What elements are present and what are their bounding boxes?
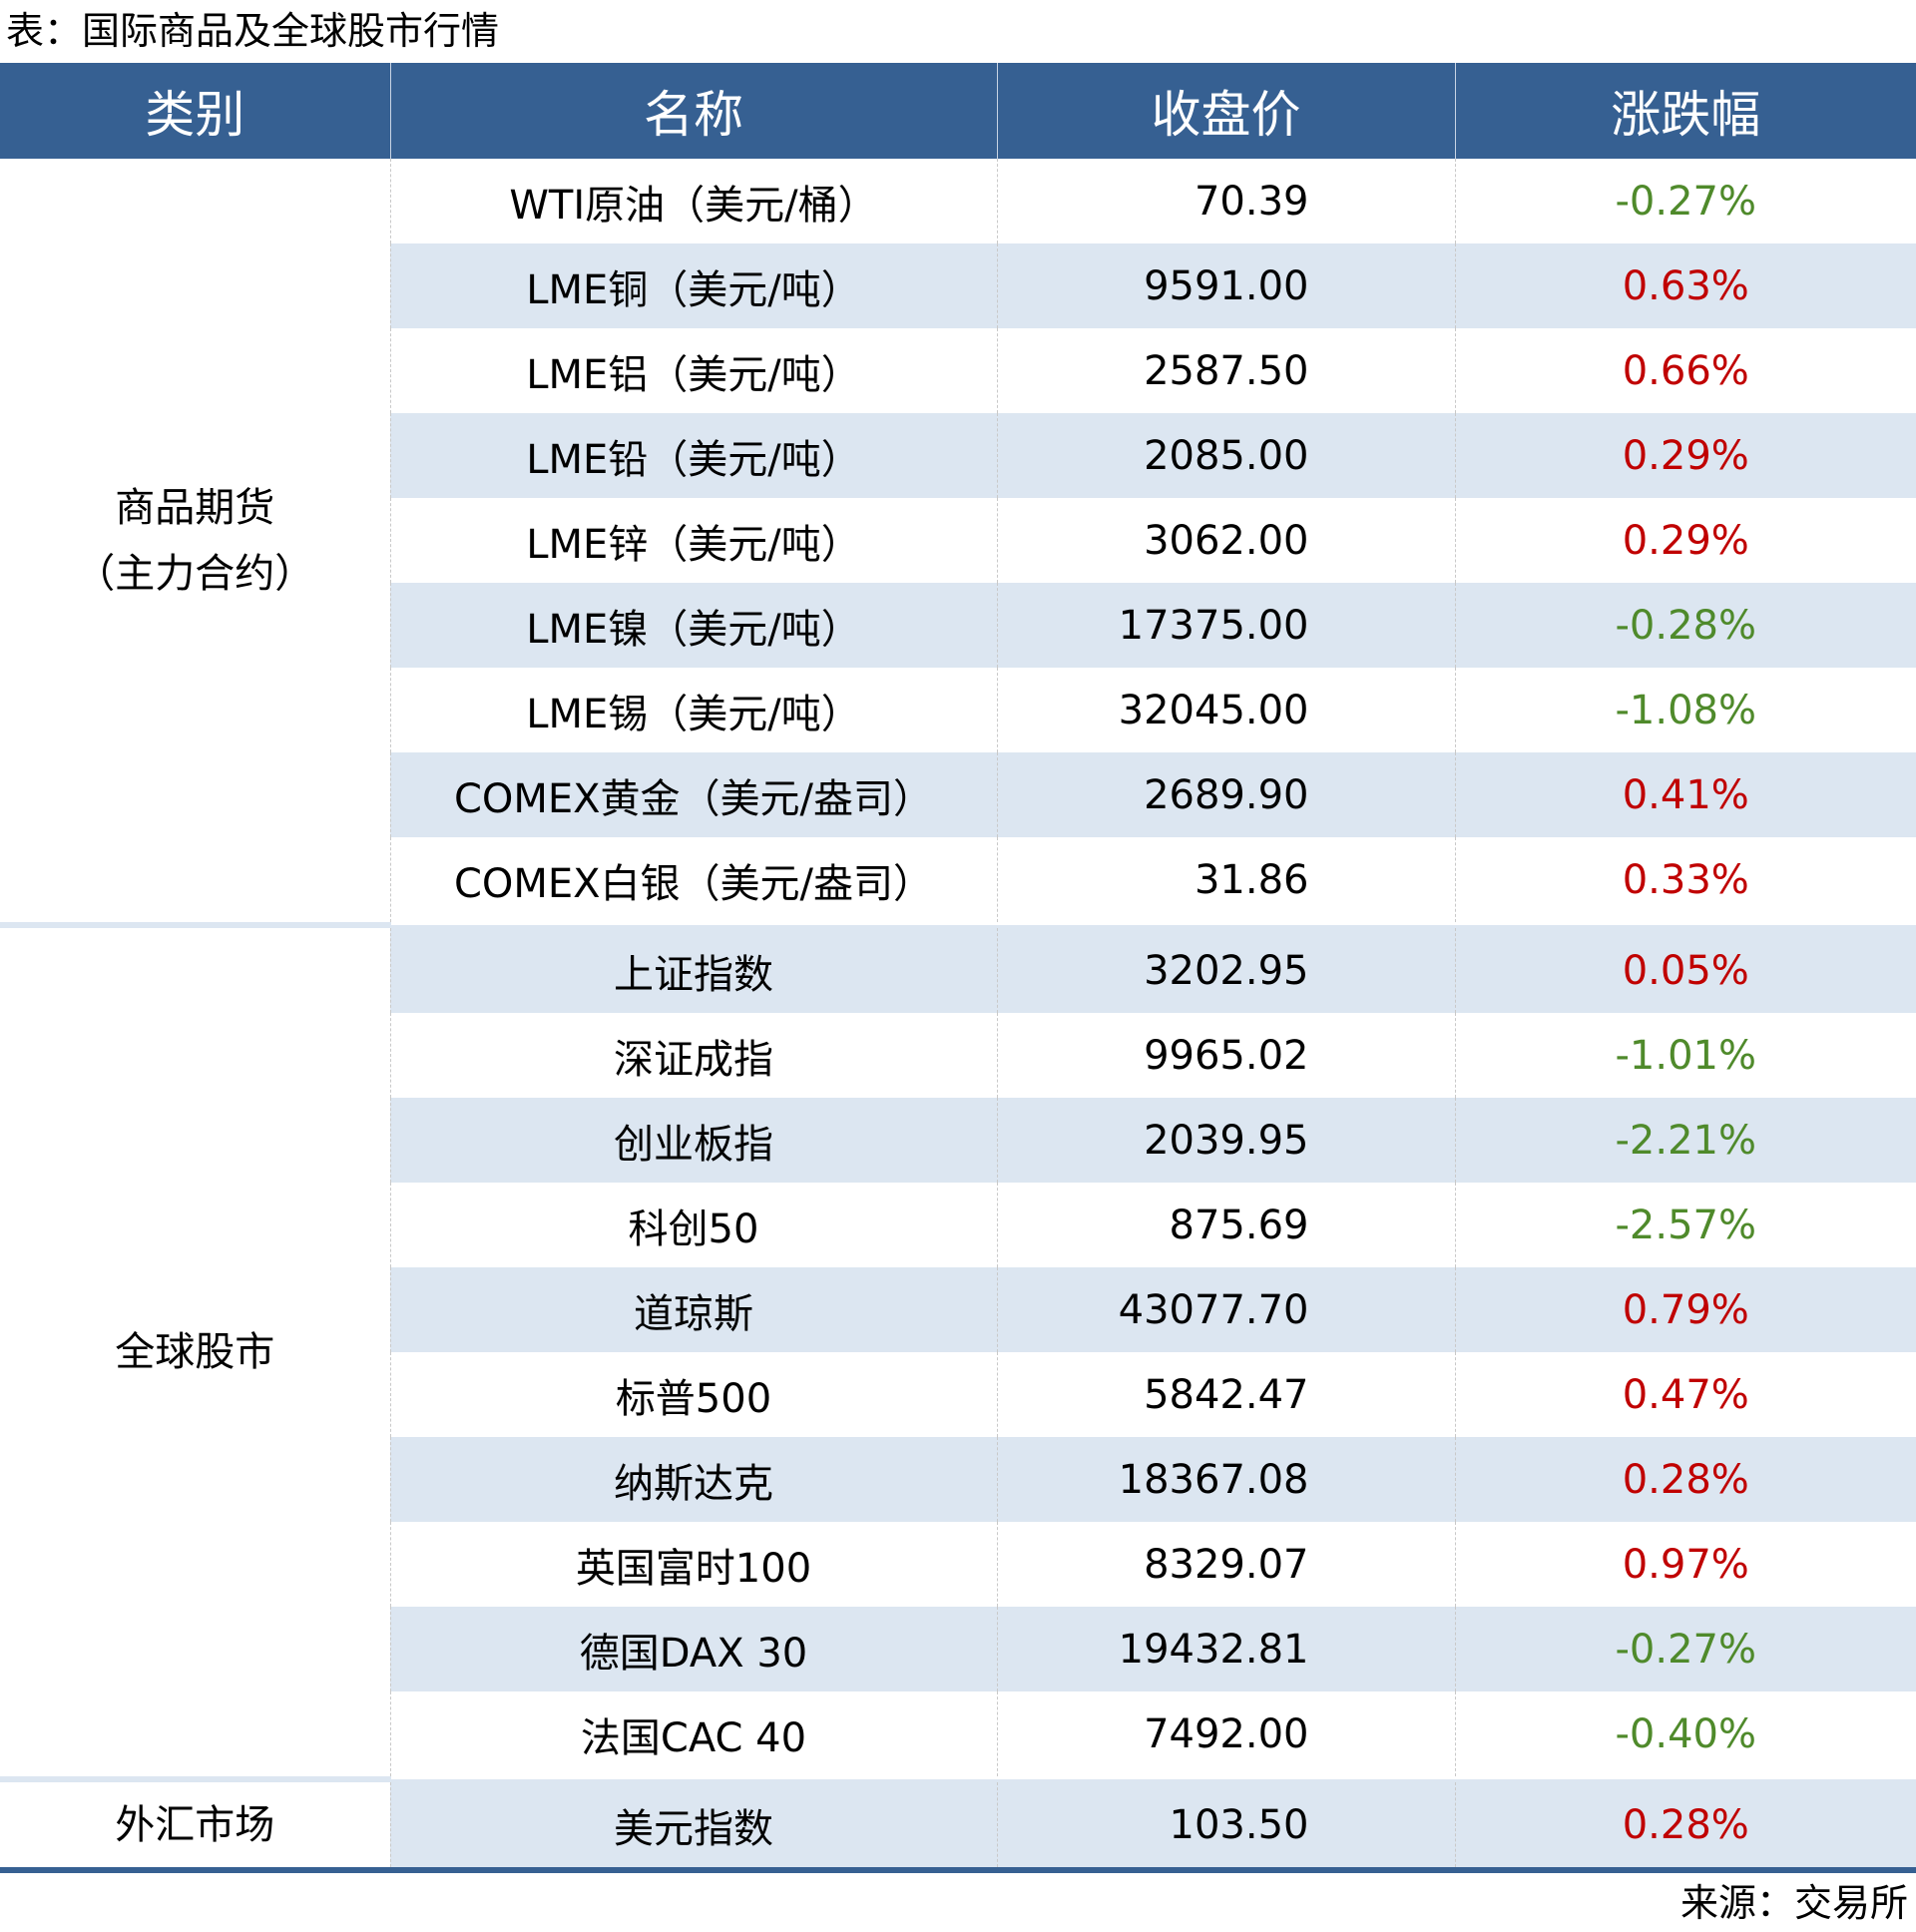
- close-price-cell: 2587.50: [996, 328, 1455, 413]
- header-row: 类别 名称 收盘价 涨跌幅: [0, 63, 1916, 159]
- change-cell: -1.01%: [1454, 1013, 1916, 1098]
- change-cell: 0.28%: [1454, 1437, 1916, 1522]
- change-cell: 0.63%: [1454, 243, 1916, 328]
- header-category: 类别: [0, 63, 390, 159]
- name-cell: 英国富时100: [389, 1522, 997, 1607]
- name-cell: LME铜（美元/吨）: [389, 243, 997, 328]
- close-price-cell: 875.69: [996, 1183, 1455, 1267]
- name-cell: WTI原油（美元/桶）: [389, 159, 997, 243]
- change-cell: 0.79%: [1454, 1267, 1916, 1352]
- source-note: 来源：交易所: [1679, 1881, 1908, 1925]
- close-price-cell: 5842.47: [996, 1352, 1455, 1437]
- change-cell: 0.29%: [1454, 413, 1916, 498]
- table-row: 纳斯达克 18367.08 0.28%: [0, 1437, 1916, 1522]
- table-row: 全球股市 上证指数 3202.95 0.05%: [0, 922, 1916, 1779]
- name-cell: 法国CAC 40: [389, 1691, 997, 1779]
- close-price-cell: 43077.70: [996, 1267, 1455, 1352]
- table-row: COMEX黄金（美元/盎司） 2689.90 0.41%: [0, 752, 1916, 837]
- name-cell: LME铝（美元/吨）: [389, 328, 997, 413]
- header-name: 名称: [389, 63, 997, 159]
- table-row: LME锡（美元/吨） 32045.00 -1.08%: [0, 668, 1916, 752]
- change-cell: 0.47%: [1454, 1352, 1916, 1437]
- name-cell: 美元指数: [389, 1779, 997, 1873]
- name-cell: 创业板指: [389, 1098, 997, 1183]
- change-cell: -0.27%: [1454, 159, 1916, 243]
- close-price-cell: 70.39: [996, 159, 1455, 243]
- name-cell: COMEX黄金（美元/盎司）: [389, 752, 997, 837]
- table-row: COMEX白银（美元/盎司） 31.86 0.33%: [0, 837, 1916, 925]
- table-row: 科创50 875.69 -2.57%: [0, 1183, 1916, 1267]
- close-price-cell: 31.86: [996, 837, 1455, 925]
- change-cell: 0.97%: [1454, 1522, 1916, 1607]
- name-cell: LME镍（美元/吨）: [389, 583, 997, 668]
- table-row: LME镍（美元/吨） 17375.00 -0.28%: [0, 583, 1916, 668]
- table-row: 法国CAC 40 7492.00 -0.40%: [0, 1691, 1916, 1779]
- table-row: LME铅（美元/吨） 2085.00 0.29%: [0, 413, 1916, 498]
- table-row: 标普500 5842.47 0.47%: [0, 1352, 1916, 1437]
- table-title: 表：国际商品及全球股市行情: [6, 9, 500, 53]
- close-price-cell: 9965.02: [996, 1013, 1455, 1098]
- close-price-cell: 32045.00: [996, 668, 1455, 752]
- name-cell: 德国DAX 30: [389, 1607, 997, 1691]
- change-cell: 0.29%: [1454, 498, 1916, 583]
- close-price-cell: 3202.95: [996, 925, 1455, 1013]
- close-price-cell: 8329.07: [996, 1522, 1455, 1607]
- name-cell: COMEX白银（美元/盎司）: [389, 837, 997, 925]
- table-row: 德国DAX 30 19432.81 -0.27%: [0, 1607, 1916, 1691]
- close-price-cell: 2039.95: [996, 1098, 1455, 1183]
- table-row: LME铜（美元/吨） 9591.00 0.63%: [0, 243, 1916, 328]
- name-cell: 道琼斯: [389, 1267, 997, 1352]
- table-row: 深证成指 9965.02 -1.01%: [0, 1013, 1916, 1098]
- category-cell: 全球股市: [0, 922, 390, 1779]
- change-cell: -0.40%: [1454, 1691, 1916, 1779]
- change-cell: 0.28%: [1454, 1779, 1916, 1873]
- header-close-price: 收盘价: [996, 63, 1455, 159]
- table-row: LME铝（美元/吨） 2587.50 0.66%: [0, 328, 1916, 413]
- change-cell: 0.33%: [1454, 837, 1916, 925]
- close-price-cell: 2085.00: [996, 413, 1455, 498]
- change-cell: 0.05%: [1454, 925, 1916, 1013]
- name-cell: LME铅（美元/吨）: [389, 413, 997, 498]
- name-cell: LME锡（美元/吨）: [389, 668, 997, 752]
- close-price-cell: 17375.00: [996, 583, 1455, 668]
- name-cell: 纳斯达克: [389, 1437, 997, 1522]
- name-cell: 科创50: [389, 1183, 997, 1267]
- table-row: 创业板指 2039.95 -2.21%: [0, 1098, 1916, 1183]
- change-cell: 0.66%: [1454, 328, 1916, 413]
- name-cell: 标普500: [389, 1352, 997, 1437]
- close-price-cell: 9591.00: [996, 243, 1455, 328]
- change-cell: 0.41%: [1454, 752, 1916, 837]
- table-row: LME锌（美元/吨） 3062.00 0.29%: [0, 498, 1916, 583]
- close-price-cell: 7492.00: [996, 1691, 1455, 1779]
- close-price-cell: 3062.00: [996, 498, 1455, 583]
- table-row: 外汇市场 美元指数 103.50 0.28%: [0, 1776, 1916, 1873]
- change-cell: -2.21%: [1454, 1098, 1916, 1183]
- change-cell: -0.28%: [1454, 583, 1916, 668]
- table-row: 商品期货 （主力合约） WTI原油（美元/桶） 70.39 -0.27%: [0, 159, 1916, 925]
- name-cell: 上证指数: [389, 925, 997, 1013]
- name-cell: 深证成指: [389, 1013, 997, 1098]
- table-row: 道琼斯 43077.70 0.79%: [0, 1267, 1916, 1352]
- name-cell: LME锌（美元/吨）: [389, 498, 997, 583]
- close-price-cell: 19432.81: [996, 1607, 1455, 1691]
- category-cell: 商品期货 （主力合约）: [0, 159, 390, 925]
- close-price-cell: 103.50: [996, 1779, 1455, 1873]
- table-row: 英国富时100 8329.07 0.97%: [0, 1522, 1916, 1607]
- change-cell: -2.57%: [1454, 1183, 1916, 1267]
- market-table: 类别 名称 收盘价 涨跌幅 商品期货 （主力合约） WTI原油（美元/桶） 70.39…: [0, 63, 1916, 1873]
- close-price-cell: 2689.90: [996, 752, 1455, 837]
- close-price-cell: 18367.08: [996, 1437, 1455, 1522]
- change-cell: -1.08%: [1454, 668, 1916, 752]
- header-change: 涨跌幅: [1454, 63, 1916, 159]
- change-cell: -0.27%: [1454, 1607, 1916, 1691]
- category-cell: 外汇市场: [0, 1776, 390, 1873]
